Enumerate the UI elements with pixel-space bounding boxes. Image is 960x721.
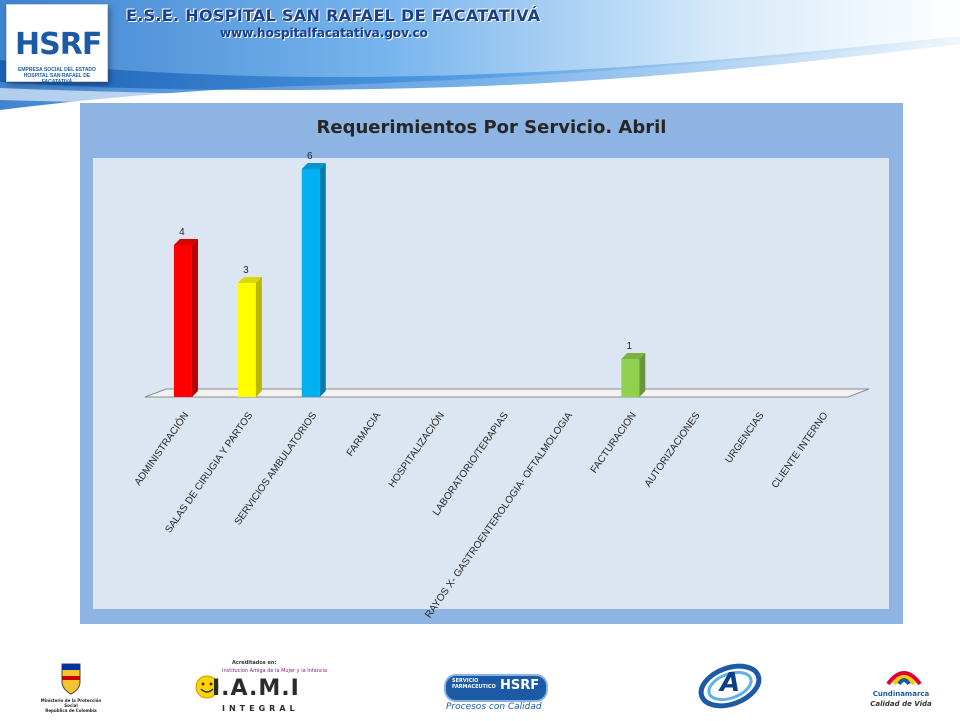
bar-top (621, 353, 646, 359)
bar-top (173, 239, 198, 245)
ministerio-text-2: República de Colombia (45, 708, 97, 713)
iami-text-4: INTEGRAL (222, 704, 299, 713)
bar-side (639, 353, 646, 397)
bar (173, 245, 192, 397)
bar-side (255, 277, 262, 397)
iami-text-3: I.A.M.I (212, 676, 300, 701)
bar (621, 359, 640, 397)
cundinamarca-logo: Cundinamarca Calidad de Vida (870, 660, 932, 716)
iami-text-1: Acreditados en: (232, 660, 277, 666)
acreditacion-logo: A (694, 660, 766, 716)
chart-floor (144, 388, 870, 398)
hsrf-logo: HSRF EMPRESA SOCIAL DEL ESTADO HOSPITAL … (6, 4, 108, 85)
bar-side (191, 239, 198, 397)
smiley-icon (195, 675, 219, 699)
hospital-url[interactable]: www.hospitalfacatativa.gov.co (220, 26, 428, 40)
data-label: 1 (627, 341, 633, 352)
acreditacion-text: A (720, 668, 741, 698)
plot-area (93, 158, 889, 609)
hospital-title: E.S.E. HOSPITAL SAN RAFAEL DE FACATATIVÁ (126, 6, 541, 25)
bar-top (301, 163, 326, 169)
logo-subtitle-line-1: EMPRESA SOCIAL DEL ESTADO (18, 67, 96, 73)
logo-subtitle: EMPRESA SOCIAL DEL ESTADO HOSPITAL SAN R… (11, 67, 103, 85)
header-wave-background (0, 0, 960, 110)
iami-text-2: Institución Amiga de la Mujer y la Infan… (222, 668, 328, 674)
logo-subtitle-line-2: HOSPITAL SAN RAFAEL DE FACATATIVÁ (23, 73, 91, 85)
header: HSRF EMPRESA SOCIAL DEL ESTADO HOSPITAL … (0, 0, 960, 110)
cundinamarca-emblem-icon (886, 671, 922, 686)
logo-text: HSRF (15, 27, 102, 62)
data-label: 3 (243, 265, 249, 276)
sf-text-1: SERVICIO FARMACEUTICO (452, 678, 496, 690)
bar-side (319, 163, 326, 397)
sf-text-3: Procesos con Calidad (446, 702, 542, 712)
colombia-shield-icon (61, 663, 81, 695)
cundinamarca-text-2: Calidad de Vida (870, 700, 932, 708)
cundinamarca-text-1: Cundinamarca (872, 690, 930, 698)
servicio-farmaceutico-logo: SERVICIO FARMACEUTICO HSRF Procesos con … (440, 660, 550, 716)
iami-logo: Acreditados en: Institución Amiga de la … (194, 660, 327, 716)
sf-text-2: HSRF (500, 678, 540, 693)
bar-top (237, 277, 262, 283)
ministerio-text-1: Ministerio de la Protección Social (40, 698, 102, 708)
bar (237, 283, 256, 397)
chart-title: Requerimientos Por Servicio. Abril (316, 117, 667, 138)
acreditacion-swirl-icon (698, 663, 762, 709)
bar (301, 169, 320, 397)
data-label: 4 (179, 227, 185, 238)
data-label: 6 (307, 151, 313, 162)
ministerio-logo: Ministerio de la Protección Social Repúb… (40, 660, 102, 716)
